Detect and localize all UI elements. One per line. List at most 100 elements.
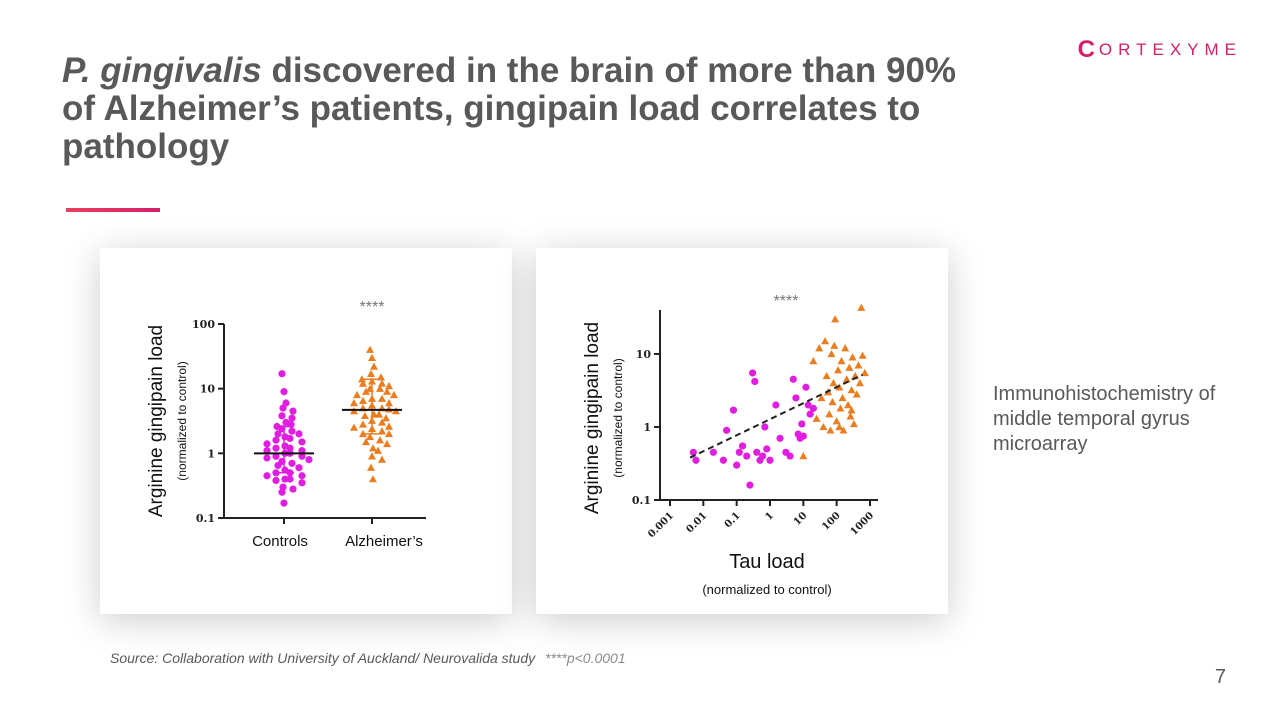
data-point-alzheimers xyxy=(822,371,831,380)
data-point-control xyxy=(286,434,294,443)
p-value-note: ****p<0.0001 xyxy=(545,650,626,666)
y-tick-label: 1 xyxy=(207,447,215,460)
data-point-control xyxy=(298,472,306,480)
data-point-alzheimers xyxy=(799,452,808,460)
title-rest: discovered in the brain of more than 90%… xyxy=(62,51,957,166)
data-point-alzheimers xyxy=(852,390,861,398)
data-point-control xyxy=(272,436,280,444)
data-point-alzheimers xyxy=(848,353,857,361)
data-point-alzheimers xyxy=(821,337,830,345)
data-point-alzheimers xyxy=(839,426,848,434)
data-point-control xyxy=(789,375,797,383)
logo-text: ORTEXYME xyxy=(1098,40,1242,59)
slide-title: P. gingivalis discovered in the brain of… xyxy=(62,52,962,166)
title-italic: P. gingivalis xyxy=(62,51,262,90)
x-tick-label: 0.01 xyxy=(684,510,709,535)
data-point-alzheimers xyxy=(350,423,358,431)
data-point-control xyxy=(298,479,306,487)
data-point-control xyxy=(761,423,769,431)
data-point-control xyxy=(280,388,288,396)
y-tick-label: 10 xyxy=(636,348,652,361)
y-tick-label: 100 xyxy=(192,318,215,331)
x-tick-label: 100 xyxy=(820,510,843,533)
data-point-alzheimers xyxy=(819,422,828,431)
data-point-alzheimers xyxy=(832,417,841,425)
data-point-alzheimers xyxy=(367,463,375,471)
data-point-alzheimers xyxy=(367,369,375,377)
data-point-control xyxy=(263,440,271,448)
data-point-alzheimers xyxy=(845,363,854,371)
x-tick-label: 1000 xyxy=(849,510,876,537)
data-point-alzheimers xyxy=(385,381,393,390)
data-point-alzheimers xyxy=(825,410,834,418)
data-point-control xyxy=(763,445,771,453)
dot-plot-panel: Arginine gingipain load (normalized to co… xyxy=(100,248,512,614)
data-point-alzheimers xyxy=(847,406,856,414)
data-point-control xyxy=(278,412,286,420)
data-point-alzheimers xyxy=(359,420,367,428)
data-point-alzheimers xyxy=(812,414,821,422)
data-point-control xyxy=(286,475,294,483)
data-point-control xyxy=(263,454,271,462)
data-point-alzheimers xyxy=(385,422,393,430)
x-axis-label: Tau load xyxy=(729,551,805,573)
data-point-alzheimers xyxy=(390,390,398,399)
data-point-alzheimers xyxy=(368,452,376,460)
data-point-alzheimers xyxy=(830,341,839,349)
data-point-alzheimers xyxy=(370,362,378,370)
x-category-label: Controls xyxy=(252,533,308,550)
data-point-control xyxy=(799,432,807,440)
data-point-alzheimers xyxy=(815,344,824,352)
data-point-control xyxy=(809,404,817,412)
data-point-control xyxy=(289,485,297,493)
data-point-control xyxy=(298,452,306,460)
data-point-control xyxy=(278,488,286,496)
data-point-control xyxy=(751,377,759,386)
data-point-control xyxy=(689,448,697,456)
data-point-alzheimers xyxy=(359,379,367,387)
y-tick-label: 1 xyxy=(643,421,651,434)
data-point-control xyxy=(738,442,747,450)
data-point-alzheimers xyxy=(841,344,850,352)
data-point-control xyxy=(288,427,296,435)
data-point-alzheimers xyxy=(368,353,376,362)
data-point-alzheimers xyxy=(858,351,867,359)
trend-line xyxy=(689,373,864,459)
data-point-alzheimers xyxy=(366,345,374,353)
data-point-control xyxy=(806,410,814,418)
x-tick-label: 0.1 xyxy=(723,510,743,530)
x-axis-sublabel: (normalized to control) xyxy=(702,582,831,597)
data-point-alzheimers xyxy=(837,357,846,365)
data-point-control xyxy=(286,444,294,452)
data-point-alzheimers xyxy=(382,414,390,422)
data-point-control xyxy=(723,426,731,434)
data-point-alzheimers xyxy=(838,393,847,402)
scatter-plot-chart: Arginine gingipain load (normalized to co… xyxy=(582,293,878,597)
data-point-alzheimers xyxy=(376,384,384,392)
y-axis-sublabel: (normalized to control) xyxy=(611,358,625,477)
data-point-control xyxy=(772,401,780,409)
x-tick-label: 0.001 xyxy=(646,510,676,540)
data-point-alzheimers xyxy=(378,418,386,426)
data-point-alzheimers xyxy=(834,366,843,374)
data-point-control xyxy=(786,452,794,460)
data-point-control xyxy=(729,406,738,414)
data-point-control xyxy=(295,464,303,472)
data-point-alzheimers xyxy=(383,387,391,395)
data-point-control xyxy=(798,420,806,428)
data-point-control xyxy=(289,407,297,415)
data-point-control xyxy=(298,438,306,446)
data-point-alzheimers xyxy=(829,379,838,387)
source-text: Source: Collaboration with University of… xyxy=(110,650,536,666)
data-point-control xyxy=(278,370,286,378)
data-point-alzheimers xyxy=(361,411,369,420)
data-point-alzheimers xyxy=(362,437,370,446)
logo-mark: C xyxy=(1077,36,1095,63)
data-point-control xyxy=(272,444,280,452)
data-point-alzheimers xyxy=(857,303,866,311)
data-point-alzheimers xyxy=(849,419,858,428)
data-point-alzheimers xyxy=(854,361,863,369)
source-note: Source: Collaboration with University of… xyxy=(110,650,626,666)
y-axis-label: Arginine gingipain load xyxy=(582,322,603,514)
data-point-control xyxy=(804,401,812,409)
